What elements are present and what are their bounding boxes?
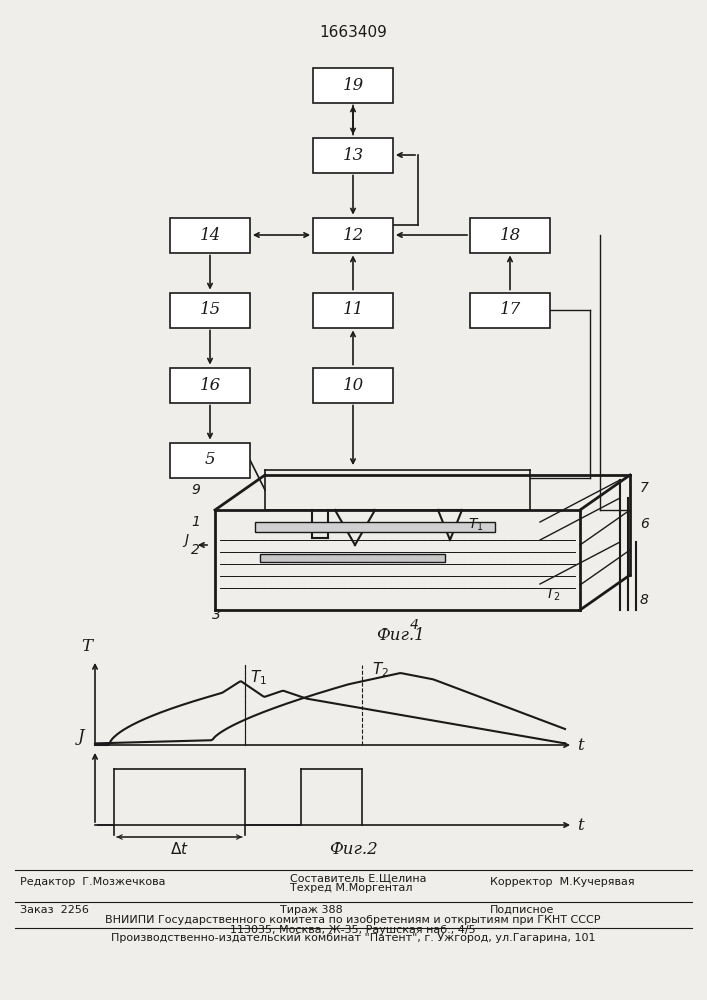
Text: 14: 14 [199, 227, 221, 243]
Bar [170, 442, 250, 478]
Text: Редактор  Г.Мозжечкова: Редактор Г.Мозжечкова [20, 877, 165, 887]
Text: 16: 16 [199, 376, 221, 393]
Text: Фиг.1: Фиг.1 [375, 626, 424, 644]
Text: T: T [81, 638, 93, 655]
Text: 11: 11 [342, 302, 363, 318]
Text: 113035, Москва, Ж-35, Раушская наб., 4/5: 113035, Москва, Ж-35, Раушская наб., 4/5 [230, 925, 476, 935]
Bar [313, 367, 393, 402]
Bar [260, 554, 445, 562]
Text: $T_2$: $T_2$ [545, 587, 561, 603]
Text: $T_1$: $T_1$ [468, 517, 484, 533]
Text: 10: 10 [342, 376, 363, 393]
Text: 6: 6 [640, 517, 649, 531]
Text: t: t [577, 736, 583, 754]
Text: J: J [78, 728, 84, 745]
Text: Подписное: Подписное [490, 905, 554, 915]
Text: ВНИИПИ Государственного комитета по изобретениям и открытиям при ГКНТ СССР: ВНИИПИ Государственного комитета по изоб… [105, 915, 601, 925]
Text: 1: 1 [191, 515, 200, 529]
Text: 8: 8 [640, 593, 649, 607]
Bar [255, 522, 495, 532]
Bar [170, 367, 250, 402]
Text: 5: 5 [205, 452, 216, 468]
Text: 13: 13 [342, 146, 363, 163]
Text: 2: 2 [191, 543, 200, 557]
Text: 4: 4 [410, 618, 419, 632]
Text: 7: 7 [640, 481, 649, 495]
Text: J: J [184, 533, 188, 547]
Text: t: t [577, 816, 583, 834]
Text: 12: 12 [342, 227, 363, 243]
Bar [170, 218, 250, 252]
Text: Составитель Е.Щелина: Составитель Е.Щелина [290, 873, 426, 883]
Text: Производственно-издательский комбинат "Патент", г. Ужгород, ул.Гагарина, 101: Производственно-издательский комбинат "П… [111, 933, 595, 943]
Text: 3: 3 [212, 608, 221, 622]
Text: $T_2$: $T_2$ [372, 661, 389, 679]
Text: $T_1$: $T_1$ [250, 669, 267, 687]
Text: 17: 17 [499, 302, 520, 318]
Text: Заказ  2256: Заказ 2256 [20, 905, 89, 915]
Bar [470, 292, 550, 328]
Text: Корректор  М.Кучерявая: Корректор М.Кучерявая [490, 877, 635, 887]
Bar [313, 218, 393, 252]
Text: 18: 18 [499, 227, 520, 243]
Text: 1663409: 1663409 [319, 25, 387, 40]
Bar [313, 137, 393, 172]
Text: Фиг.2: Фиг.2 [329, 842, 378, 858]
Text: Тираж 388: Тираж 388 [280, 905, 343, 915]
Bar [470, 218, 550, 252]
Bar [170, 292, 250, 328]
Text: Техред М.Моргентал: Техред М.Моргентал [290, 883, 412, 893]
Text: 19: 19 [342, 77, 363, 94]
Text: $\Delta t$: $\Delta t$ [170, 841, 189, 857]
Text: 15: 15 [199, 302, 221, 318]
Text: 9: 9 [191, 483, 200, 497]
Bar [313, 68, 393, 103]
Bar [313, 292, 393, 328]
